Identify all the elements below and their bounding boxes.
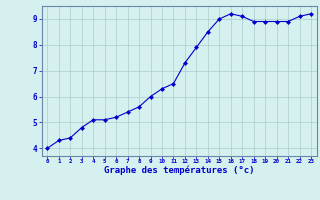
X-axis label: Graphe des températures (°c): Graphe des températures (°c)	[104, 166, 254, 175]
